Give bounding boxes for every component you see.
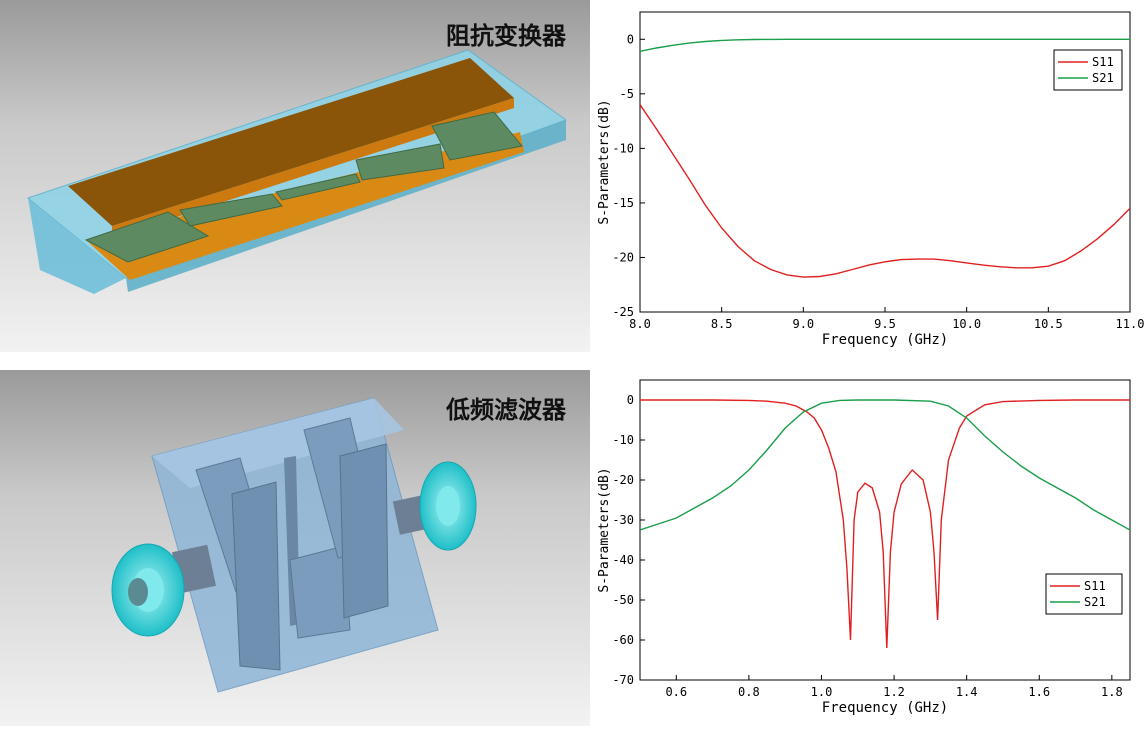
chart-bottom-y-tick-label: -30 <box>612 513 634 527</box>
chart-top-x-tick-label: 8.5 <box>711 317 733 331</box>
chart-top-legend-label-s11: S11 <box>1092 55 1114 69</box>
chart-top-x-tick-label: 10.0 <box>952 317 981 331</box>
chart-top-x-axis-label: Frequency (GHz) <box>822 332 948 348</box>
chart-bottom-x-tick-label: 1.0 <box>811 685 833 699</box>
chart-bottom-x-axis-label: Frequency (GHz) <box>822 700 948 716</box>
chart-bottom-y-tick-label: -40 <box>612 553 634 567</box>
lowpass-filter-panel: 低频滤波器 <box>0 370 590 726</box>
chart-top-svg: 8.0 8.5 9.0 9.5 10.0 10.5 11.0 0 -5 -10 -15 -20 -25 F… <box>597 11 1145 348</box>
chart-top-series-s21-line <box>640 38 1130 52</box>
chart-top-x-tick-label: 9.0 <box>792 317 814 331</box>
chart-bottom-x-tick-label: 1.4 <box>956 685 978 699</box>
chart-top-y-tick-label: -15 <box>612 196 634 210</box>
impedance-transformer-panel: 阻抗变换器 <box>0 0 590 352</box>
chart-top-y-tick-label: 0 <box>627 32 634 46</box>
chart-bottom-y-tick-label: -50 <box>612 593 634 607</box>
chart-top-series-s11-line <box>640 104 1130 278</box>
chart-top-y-tick-label: -25 <box>612 305 634 319</box>
chart-bottom-y-tick-label: -20 <box>612 473 634 487</box>
impedance-transformer-3d-model <box>0 0 590 352</box>
panel-title-lowpass-filter: 低频滤波器 <box>446 396 566 424</box>
chart-bottom-x-tick-label: 1.8 <box>1101 685 1123 699</box>
chart-bottom-y-tick-label: -70 <box>612 673 634 687</box>
chart-bottom-series-s21-line <box>640 399 1130 531</box>
chart-bottom-y-tick-label: -10 <box>612 433 634 447</box>
chart-bottom-legend-frame <box>1045 573 1123 615</box>
chart-bottom-y-axis-label: S-Parameters(dB) <box>597 467 612 592</box>
s-parameters-chart-top: 8.0 8.5 9.0 9.5 10.0 10.5 11.0 0 -5 -10 -15 -20 -25 F… <box>590 0 1148 362</box>
chart-top-y-tick-label: -10 <box>612 141 634 155</box>
lowpass-filter-3d-model <box>0 370 590 726</box>
chart-bottom-y-tick-label: -60 <box>612 633 634 647</box>
chart-top-x-tick-label: 11.0 <box>1116 317 1145 331</box>
chart-top-y-tick-label: -5 <box>620 87 634 101</box>
chart-bottom-legend-label-s21: S21 <box>1084 595 1106 609</box>
chart-top-x-tick-label: 8.0 <box>629 317 651 331</box>
panel-title-impedance-transformer: 阻抗变换器 <box>446 22 566 50</box>
chart-top-legend-label-s21: S21 <box>1092 71 1114 85</box>
chart-bottom-x-tick-label: 1.2 <box>883 685 905 699</box>
chart-bottom-series-s11-line <box>640 399 1130 649</box>
chart-top-y-axis-label: S-Parameters(dB) <box>597 99 612 224</box>
chart-bottom-y-tick-label: 0 <box>627 393 634 407</box>
chart-bottom-x-tick-label: 0.6 <box>665 685 687 699</box>
chart-top-x-tick-label: 10.5 <box>1034 317 1063 331</box>
chart-top-legend-frame <box>1053 49 1123 91</box>
chart-top-y-tick-label: -20 <box>612 250 634 264</box>
chart-bottom-legend-label-s11: S11 <box>1084 579 1106 593</box>
s-parameters-chart-bottom: 0.6 0.8 1.0 1.2 1.4 1.6 1.8 0 -10 -20 -30 -40 -50 -60… <box>590 366 1148 726</box>
chart-bottom-x-tick-label: 0.8 <box>738 685 760 699</box>
chart-bottom-svg: 0.6 0.8 1.0 1.2 1.4 1.6 1.8 0 -10 -20 -30 -40 -50 -60… <box>597 379 1131 716</box>
chart-bottom-x-tick-label: 1.6 <box>1028 685 1050 699</box>
chart-top-x-tick-label: 9.5 <box>874 317 896 331</box>
chart-bottom-plot-frame <box>639 379 1131 681</box>
